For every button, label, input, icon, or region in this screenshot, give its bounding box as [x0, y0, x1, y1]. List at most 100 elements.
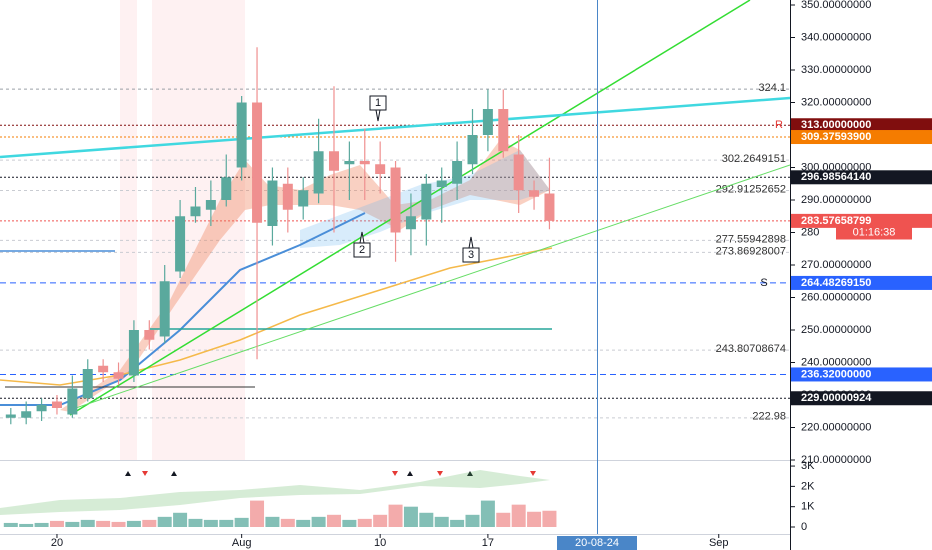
candle-body	[513, 154, 524, 191]
volume-bar	[511, 504, 526, 527]
y-tick-label: 350.00000000	[801, 0, 871, 11]
volume-bar	[342, 519, 357, 527]
candle-body	[67, 388, 78, 415]
price-label: 313.00000000	[801, 119, 871, 131]
volume-bar	[296, 519, 311, 527]
volume-bar	[465, 514, 480, 527]
price-label-box	[791, 118, 932, 133]
y-tick-label: 220.00000000	[801, 421, 871, 433]
levels: 324.1 302.2649151 292.91252652 277.55942898…	[0, 82, 790, 423]
y-tick-label: 330.00000000	[801, 64, 871, 76]
y-tick-label: 290.00000000	[801, 194, 871, 206]
candle-body	[98, 365, 109, 373]
candle-body	[51, 401, 62, 408]
candle-body	[128, 330, 139, 376]
volume-bar	[19, 523, 34, 527]
marker-label: 2	[359, 244, 365, 256]
candle-body	[282, 183, 293, 210]
y-tick-label: 320.00000000	[801, 96, 871, 108]
marker-bubble	[353, 231, 371, 258]
volume-bar	[173, 512, 188, 527]
y-tick-label: 240.00000000	[801, 356, 871, 368]
volume-bar	[3, 522, 18, 527]
marker-bubble	[462, 236, 480, 263]
volume-bar	[373, 514, 388, 527]
x-tick-label: 20	[51, 537, 63, 549]
countdown: 01:16:38	[853, 226, 896, 238]
candle-body	[544, 193, 555, 221]
candle-body	[390, 167, 401, 233]
volume-bar	[434, 516, 449, 527]
candle-body	[328, 151, 339, 171]
candle-body	[267, 180, 278, 226]
volume-bar	[527, 511, 542, 527]
candle-body	[36, 404, 47, 412]
level-label: 222.98	[752, 411, 786, 423]
level-tag: R	[775, 119, 783, 131]
marker-bubble	[369, 95, 387, 122]
level-label: 292.91252652	[716, 183, 786, 195]
candle-body	[498, 109, 509, 152]
markers: 1 2 3	[353, 95, 480, 263]
trend-line	[69, 0, 751, 416]
x-tick-label: 17	[482, 537, 494, 549]
cursor-label-box	[557, 536, 637, 550]
candle-body	[405, 216, 416, 230]
volume-bar	[188, 518, 203, 527]
candle-body	[221, 177, 232, 200]
session-band	[120, 0, 137, 460]
volume-bar	[419, 512, 434, 527]
y-tick-label: 340.00000000	[801, 31, 871, 43]
volume-tick-label: 3K	[801, 460, 815, 472]
volume-bar	[357, 518, 372, 527]
y-tick-label: 270.00000000	[801, 259, 871, 271]
level-label: 324.1	[758, 82, 786, 94]
volume-bar	[49, 520, 64, 527]
x-tick-label: Aug	[232, 537, 252, 549]
session-band	[152, 0, 245, 460]
price-label-box	[791, 275, 932, 290]
candle-body	[452, 161, 463, 184]
volume-bar	[111, 521, 126, 527]
price-label: 236.32000000	[801, 368, 871, 380]
countdown-box	[836, 225, 912, 240]
level-label: 243.80708674	[716, 343, 786, 355]
price-label: 283.57658799	[801, 215, 871, 227]
volume-bar	[142, 519, 157, 527]
marker-label: 3	[468, 249, 474, 261]
volume-bar	[265, 516, 280, 527]
candle-body	[5, 414, 16, 418]
volume-bar	[234, 517, 249, 527]
price-label-box	[791, 170, 932, 185]
price-label-box	[791, 130, 932, 145]
volume-bar	[65, 521, 80, 527]
candle-body	[298, 190, 309, 207]
volume-bar	[403, 506, 418, 527]
price-label-box	[791, 367, 932, 382]
volume-bar	[157, 516, 172, 527]
axes: 210.00000000220.00000000230.00000000240.…	[51, 0, 932, 549]
trend-line	[0, 96, 791, 159]
candle-body	[21, 411, 32, 418]
candle-body	[113, 372, 124, 379]
level-label: 277.55942898	[716, 233, 786, 245]
volume-bar	[280, 518, 295, 527]
marker-label: 1	[375, 97, 381, 109]
volume-bar	[311, 516, 326, 527]
volume-cloud	[0, 470, 550, 515]
candle-body	[82, 369, 93, 399]
volume-bar	[542, 510, 557, 527]
volume-bars	[3, 500, 557, 527]
candles	[5, 47, 555, 425]
candle-body	[144, 330, 155, 340]
level-tag: S	[760, 277, 767, 289]
price-label: 309.37593900	[801, 131, 871, 143]
x-tick-label: Sep	[709, 537, 729, 549]
candle-body	[482, 109, 493, 135]
level-label: 273.86928007	[716, 245, 786, 257]
volume-bar	[388, 504, 403, 527]
volume-bar	[250, 500, 265, 527]
price-label: 229.00000924	[801, 392, 872, 404]
